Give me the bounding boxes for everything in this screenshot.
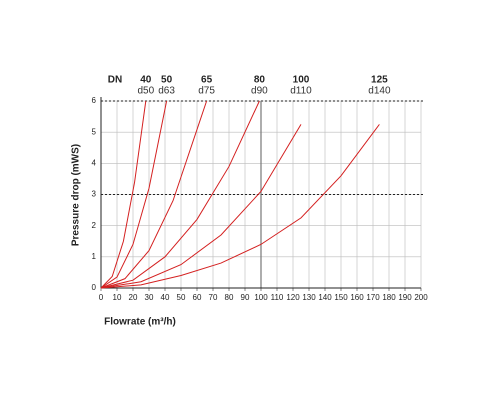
x-tick-label: 70: [209, 293, 218, 302]
x-tick-label: 30: [145, 293, 154, 302]
x-tick-label: 140: [318, 293, 332, 302]
x-tick-label: 80: [225, 293, 234, 302]
legend-sublabel: d75: [198, 86, 215, 97]
x-tick-label: 170: [366, 293, 380, 302]
x-tick-label: 120: [286, 293, 300, 302]
y-tick-label: 6: [92, 96, 97, 105]
x-tick-label: 50: [177, 293, 186, 302]
x-tick-label: 190: [398, 293, 412, 302]
x-tick-label: 0: [99, 293, 104, 302]
x-tick-label: 100: [254, 293, 268, 302]
x-tick-label: 150: [334, 293, 348, 302]
curve: [100, 100, 168, 289]
y-axis-title: Pressure drop (mWS): [71, 144, 82, 246]
x-tick-label: 40: [161, 293, 170, 302]
legend-label: 50: [161, 75, 173, 86]
x-tick-label: 200: [414, 293, 428, 302]
y-tick-label: 4: [92, 158, 97, 167]
curve: [100, 100, 208, 289]
legend-sublabel: d50: [137, 86, 154, 97]
dn-heading: DN: [108, 75, 122, 86]
curve: [100, 100, 147, 289]
x-tick-label: 180: [382, 293, 396, 302]
legend-sublabel: d110: [290, 86, 312, 97]
legend-label: 80: [254, 75, 266, 86]
x-tick-label: 160: [350, 293, 364, 302]
curve: [100, 100, 260, 289]
legend-label: 65: [201, 75, 213, 86]
y-tick-label: 1: [92, 252, 97, 261]
x-tick-label: 60: [193, 293, 202, 302]
curve: [100, 124, 380, 289]
y-tick-label: 5: [92, 127, 97, 136]
x-tick-label: 130: [302, 293, 316, 302]
y-tick-label: 0: [92, 283, 97, 292]
legend-label: 100: [293, 75, 310, 86]
y-tick-label: 2: [92, 221, 97, 230]
x-tick-label: 20: [129, 293, 138, 302]
legend-sublabel: d90: [251, 86, 268, 97]
y-tick-label: 3: [92, 190, 97, 199]
curve: [100, 124, 302, 289]
legend-sublabel: d63: [158, 86, 175, 97]
legend-label: 125: [371, 75, 388, 86]
x-tick-label: 10: [113, 293, 122, 302]
x-tick-label: 110: [271, 293, 284, 302]
legend-sublabel: d140: [368, 86, 391, 97]
x-axis-title: Flowrate (m³/h): [104, 317, 176, 328]
x-tick-label: 90: [241, 293, 250, 302]
legend-label: 40: [140, 75, 152, 86]
